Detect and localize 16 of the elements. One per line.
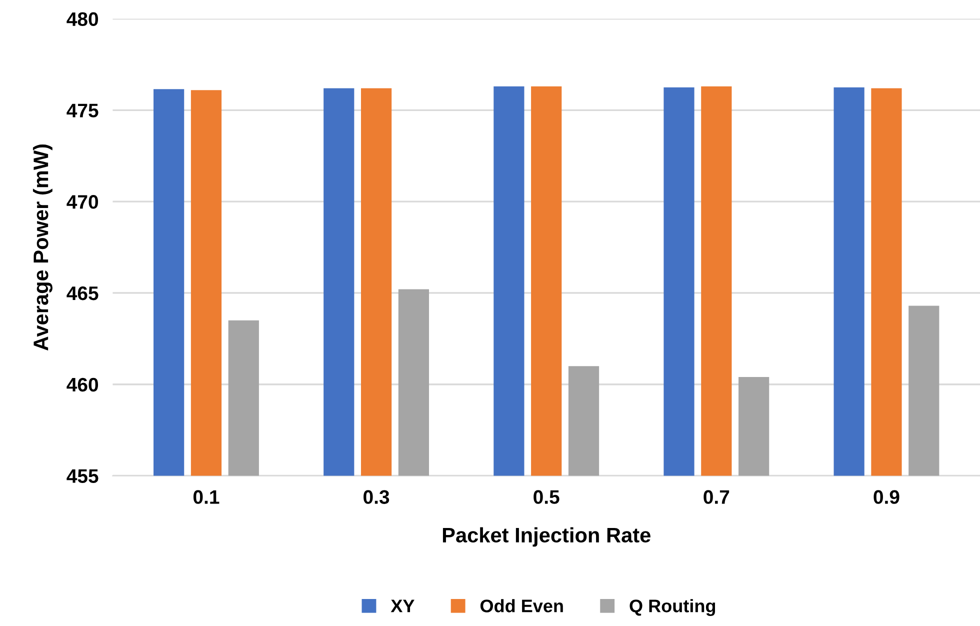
legend-label: XY — [390, 600, 414, 612]
y-tick-label: 460 — [66, 378, 98, 392]
x-axis-title: Packet Injection Rate — [442, 527, 650, 547]
y-tick-label: 465 — [66, 286, 98, 300]
y-tick-label: 470 — [66, 195, 98, 209]
legend-label: Odd Even — [480, 599, 563, 612]
y-axis-title: Average Power (mW) — [32, 144, 52, 351]
legend-label: Q Routing — [630, 599, 716, 616]
x-tick-label: 0.1 — [193, 490, 220, 504]
x-tick-label: 0.5 — [534, 490, 560, 504]
x-tick-label: 0.3 — [364, 490, 390, 504]
y-tick-label: 480 — [66, 12, 98, 26]
x-tick-label: 0.9 — [874, 490, 900, 504]
y-tick-label: 475 — [66, 104, 98, 118]
y-tick-label: 455 — [66, 469, 98, 483]
x-tick-label: 0.7 — [704, 490, 730, 504]
